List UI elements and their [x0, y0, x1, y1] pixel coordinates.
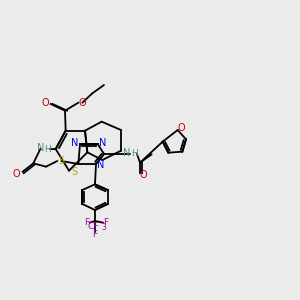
- Text: N: N: [37, 143, 44, 153]
- Text: N: N: [97, 160, 105, 170]
- Text: N: N: [123, 148, 131, 158]
- Text: CF: CF: [88, 222, 100, 231]
- Text: O: O: [139, 170, 147, 180]
- Text: 3: 3: [102, 223, 106, 232]
- Text: S: S: [71, 167, 77, 177]
- Text: O: O: [42, 98, 50, 108]
- Text: O: O: [13, 169, 20, 179]
- Text: N: N: [99, 138, 106, 148]
- Text: F: F: [84, 218, 89, 227]
- Text: O: O: [79, 98, 86, 108]
- Text: S: S: [58, 156, 64, 166]
- Text: H: H: [44, 145, 51, 154]
- Text: F: F: [92, 230, 98, 239]
- Text: O: O: [178, 123, 185, 133]
- Text: F: F: [103, 218, 109, 227]
- Text: N: N: [71, 138, 79, 148]
- Text: H: H: [130, 149, 137, 158]
